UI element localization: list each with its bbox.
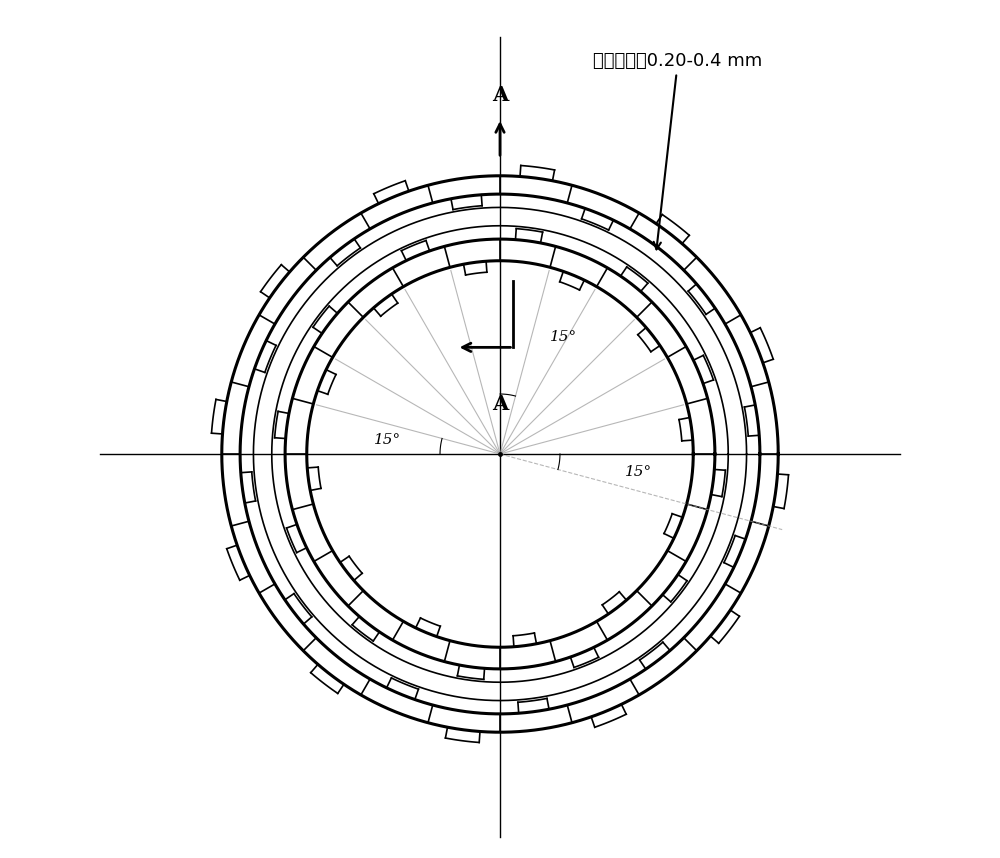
Text: 15°: 15°: [625, 465, 653, 479]
Text: A: A: [492, 85, 508, 105]
Text: A: A: [492, 394, 508, 414]
Text: 切割间隙倃0.20-0.4 mm: 切割间隙倃0.20-0.4 mm: [593, 51, 763, 250]
Text: 15°: 15°: [374, 433, 401, 447]
Text: 15°: 15°: [549, 330, 577, 344]
